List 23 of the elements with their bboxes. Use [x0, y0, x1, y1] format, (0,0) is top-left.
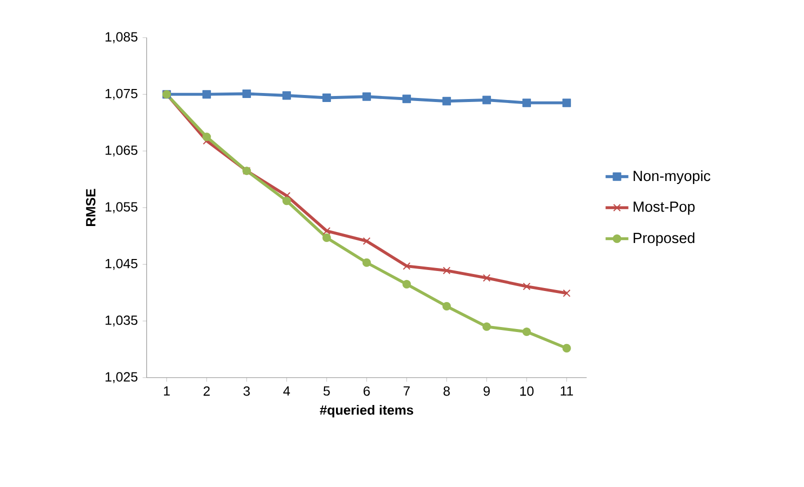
x-tick-label: 5 [324, 386, 330, 396]
x-tick-label: 2 [204, 386, 210, 396]
x-tick-label: 11 [560, 386, 573, 396]
x-axis-title: #queried items [320, 404, 414, 418]
x-tick-label: 1 [164, 386, 170, 396]
x-tick-label: 3 [243, 386, 250, 396]
x-tick-label: 6 [364, 386, 370, 396]
y-tick-label: 1,075 [106, 88, 138, 100]
x-tick-label: 10 [520, 386, 534, 396]
legend-label: Non-myopic [634, 170, 710, 184]
x-tick-label: 8 [444, 386, 450, 396]
legend-label: Most-Pop [634, 202, 695, 215]
x-tick-label: 9 [484, 386, 490, 396]
y-tick-label: 1,055 [106, 202, 138, 214]
y-tick-label: 1,085 [106, 32, 138, 44]
legend-label: Proposed [634, 232, 694, 246]
y-tick-label: 1,035 [106, 316, 138, 327]
x-tick-label: 7 [404, 386, 410, 396]
y-tick-label: 1,025 [106, 372, 138, 384]
x-tick-label: 4 [283, 386, 290, 396]
y-tick-label: 1,065 [106, 146, 138, 157]
y-tick-label: 1,045 [106, 258, 138, 270]
y-axis-title: RMSE [86, 188, 96, 226]
